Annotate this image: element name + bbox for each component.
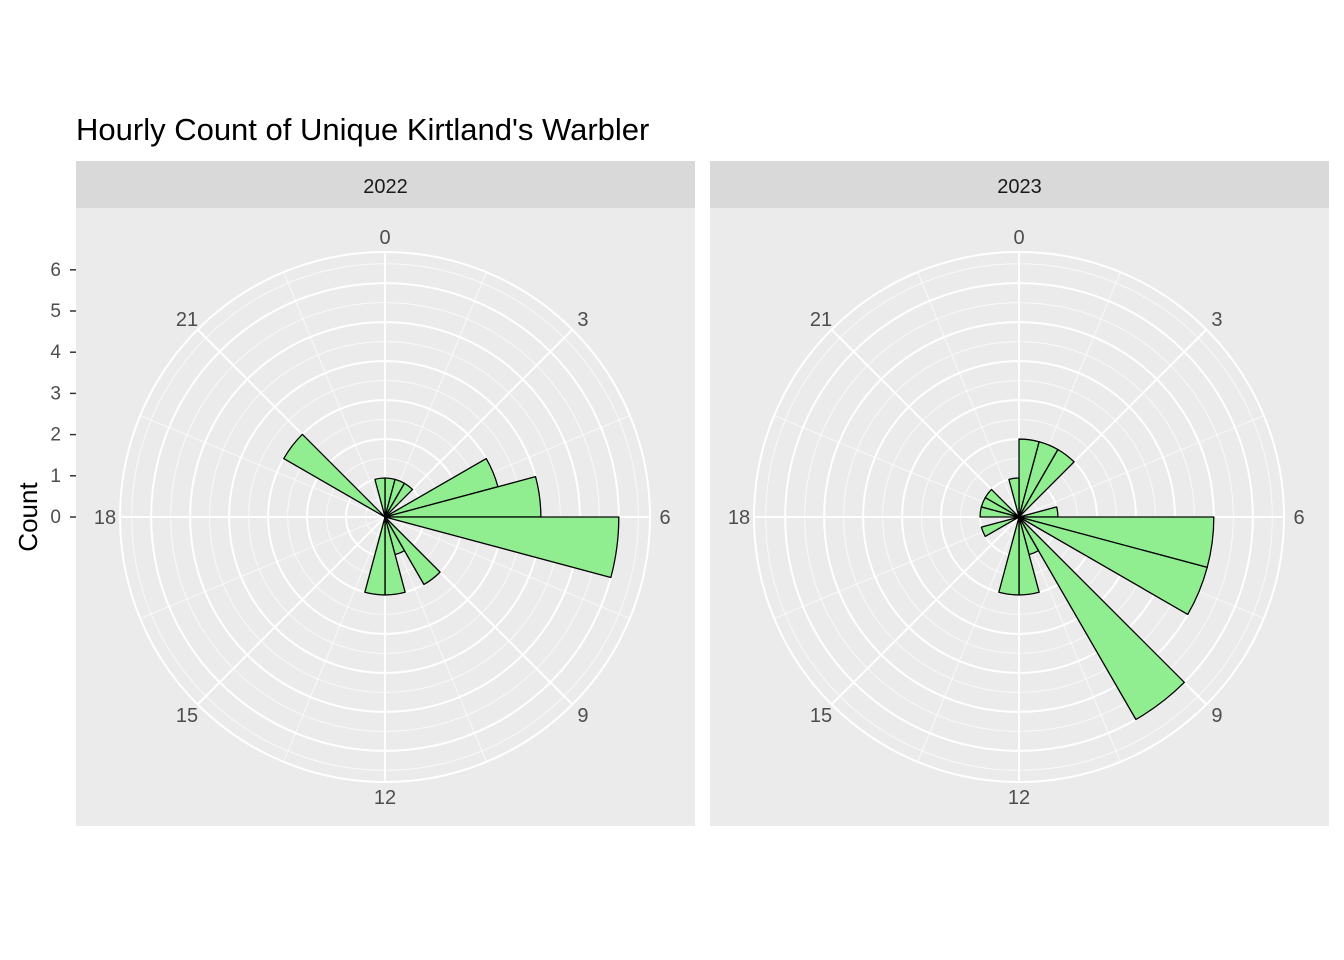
facet-panel-2022: 2022 0 3 6 9 12 15 18 21 xyxy=(76,161,695,826)
bar-2022-hour-20 xyxy=(283,433,386,518)
grid-spoke-minor xyxy=(384,516,487,763)
hour-tick-label: 3 xyxy=(1211,309,1222,331)
grid-ring-major xyxy=(784,282,1254,752)
bar-2023-hour-7 xyxy=(1018,516,1208,616)
hour-tick-label: 18 xyxy=(728,507,750,529)
hour-tick-label: 3 xyxy=(577,309,588,331)
y-tick-label: 1 xyxy=(50,466,61,487)
grid-spoke-minor xyxy=(283,271,386,518)
grid-ring-outer xyxy=(119,251,651,783)
grid-ring-outer xyxy=(753,251,1285,783)
y-tick-label: 0 xyxy=(50,507,61,528)
y-tick-label: 3 xyxy=(50,383,61,404)
y-axis: 0 1 2 3 4 5 6 xyxy=(50,260,76,528)
facet-panel-2023: 2023 0 3 6 9 12 15 18 21 xyxy=(710,161,1329,826)
grid-ring-minor xyxy=(765,263,1273,771)
hour-tick-label: 9 xyxy=(1211,705,1222,727)
bar-2023-hour-23 xyxy=(1008,477,1020,518)
grid-spoke-minor xyxy=(773,415,1020,518)
bars xyxy=(283,433,620,596)
grid-spoke-major xyxy=(830,328,1020,518)
bar-2022-hour-12 xyxy=(364,516,386,596)
grid-spoke-minor xyxy=(139,415,386,518)
bar-2023-hour-16 xyxy=(980,516,1020,538)
grid-ring-minor xyxy=(131,263,639,771)
y-axis-label: Count xyxy=(13,482,43,552)
grid-spoke-minor xyxy=(139,516,386,619)
bar-2022-hour-2 xyxy=(384,482,414,518)
grid-spoke-minor xyxy=(1018,516,1121,763)
grid-spoke-minor xyxy=(1018,415,1265,518)
grid-spoke-minor xyxy=(773,516,1020,619)
facet-strip xyxy=(76,161,695,208)
hour-tick-label: 0 xyxy=(1013,227,1024,249)
bar-2022-hour-23 xyxy=(374,477,386,518)
facet-strip-label: 2023 xyxy=(997,176,1042,198)
hour-tick-label: 15 xyxy=(810,705,832,727)
grid-spoke-major xyxy=(384,328,574,518)
hour-tick-label: 9 xyxy=(577,705,588,727)
bars xyxy=(979,438,1215,721)
bar-2022-hour-9 xyxy=(384,516,441,586)
hour-tick-label: 12 xyxy=(1008,787,1030,809)
hour-tick-label: 12 xyxy=(374,787,396,809)
hour-tick-label: 21 xyxy=(176,309,198,331)
grid-spoke-major xyxy=(830,516,1020,706)
facet-strip xyxy=(710,161,1329,208)
bar-2022-hour-6 xyxy=(384,516,620,579)
grid-spoke-minor xyxy=(384,516,631,619)
hour-tick-label: 18 xyxy=(94,507,116,529)
y-tick-label: 5 xyxy=(50,301,61,322)
facet-strip-label: 2022 xyxy=(363,176,408,198)
grid-ring-minor xyxy=(804,302,1234,732)
bar-2023-hour-20 xyxy=(984,488,1020,518)
grid-spoke-minor xyxy=(283,516,386,763)
chart-title: Hourly Count of Unique Kirtland's Warble… xyxy=(76,112,649,147)
y-tick-label: 4 xyxy=(50,342,61,363)
y-tick-label: 2 xyxy=(50,425,61,446)
grid-spoke-minor xyxy=(917,516,1020,763)
grid-spoke-minor xyxy=(384,271,487,518)
hour-tick-label: 15 xyxy=(176,705,198,727)
bar-2023-hour-2 xyxy=(1018,448,1075,518)
bar-2023-hour-12 xyxy=(998,516,1020,596)
grid-spoke-minor xyxy=(917,271,1020,518)
bar-2023-hour-9 xyxy=(1018,516,1185,721)
hour-tick-label: 6 xyxy=(659,507,670,529)
hour-tick-label: 21 xyxy=(810,309,832,331)
y-tick-label: 6 xyxy=(50,260,61,281)
hour-tick-label: 6 xyxy=(1293,507,1304,529)
grid-spoke-major xyxy=(196,516,386,706)
hour-tick-label: 0 xyxy=(379,227,390,249)
facets: 2022 0 3 6 9 12 15 18 21 2023 0 3 6 9 12 15 18 21 xyxy=(76,161,1329,826)
